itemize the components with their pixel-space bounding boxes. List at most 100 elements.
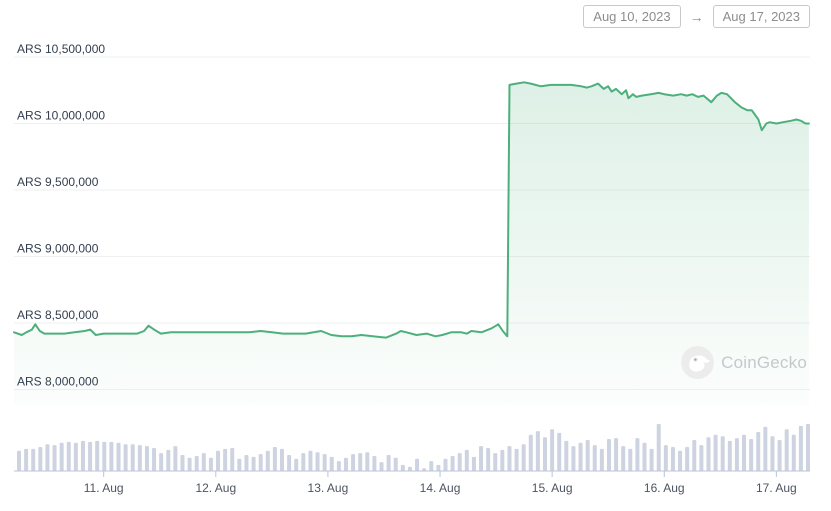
volume-bar <box>699 445 704 471</box>
volume-bar <box>407 466 412 471</box>
x-axis-label: 17. Aug <box>756 481 797 495</box>
x-axis-label: 12. Aug <box>195 481 236 495</box>
volume-bar <box>571 446 576 471</box>
watermark-label: CoinGecko <box>721 352 807 372</box>
volume-bar <box>17 450 21 471</box>
volume-bar <box>720 436 725 471</box>
volume-bar <box>422 468 427 471</box>
volume-bar <box>784 429 789 471</box>
volume-bar <box>38 447 43 471</box>
volume-bar <box>670 447 675 471</box>
volume-bar <box>621 446 626 471</box>
volume-bar <box>208 457 213 471</box>
volume-bar <box>692 440 697 471</box>
volume-bar <box>415 458 420 471</box>
volume-bar <box>66 441 71 471</box>
volume-bar <box>201 453 206 471</box>
volume-bar <box>109 441 114 471</box>
volume-bar <box>685 447 690 471</box>
x-axis-label: 11. Aug <box>84 481 124 495</box>
volume-bar <box>287 455 292 471</box>
volume-bar <box>507 446 512 471</box>
arrow-right-icon: → <box>689 8 704 25</box>
volume-bar <box>678 450 683 471</box>
volume-bar <box>656 424 661 471</box>
volume-bar <box>152 448 157 471</box>
volume-bar <box>194 456 199 471</box>
volume-bar <box>187 457 192 471</box>
volume-bar <box>95 440 100 471</box>
volume-bar <box>223 448 228 471</box>
volume-bar <box>365 452 370 471</box>
volume-bar <box>606 439 611 471</box>
y-axis-label: ARS 10,000,000 <box>17 109 105 123</box>
price-line <box>13 81 810 339</box>
volume-bar <box>336 461 341 471</box>
volume-bar <box>166 449 171 472</box>
y-axis-label: ARS 9,500,000 <box>17 175 99 189</box>
volume-bar <box>706 437 711 471</box>
volume-bar <box>727 440 732 471</box>
volume-bar <box>251 456 256 471</box>
volume-bar <box>343 457 348 471</box>
x-axis-label: 14. Aug <box>420 481 461 495</box>
y-axis-label: ARS 8,000,000 <box>17 375 99 389</box>
volume-bar <box>599 448 604 471</box>
volume-bar <box>756 432 761 471</box>
y-axis-label: ARS 8,500,000 <box>17 308 99 322</box>
volume-bar <box>116 442 121 471</box>
volume-bar <box>216 450 221 471</box>
volume-bar <box>564 440 569 471</box>
volume-bar <box>614 438 619 471</box>
y-axis-label: ARS 10,500,000 <box>17 42 105 56</box>
volume-bar <box>137 445 142 471</box>
volume-bar <box>464 449 469 472</box>
volume-bar <box>159 453 164 471</box>
volume-bar <box>308 450 313 471</box>
volume-bar <box>358 453 363 471</box>
volume-bar <box>73 442 78 471</box>
volume-bar <box>230 448 235 471</box>
coingecko-logo-icon <box>681 346 715 379</box>
volume-bar <box>770 436 775 471</box>
volume-bar <box>144 446 149 471</box>
volume-bar <box>102 441 107 471</box>
volume-bar <box>777 440 782 471</box>
volume-bar <box>88 441 93 471</box>
volume-bar <box>180 455 185 471</box>
end-date-input[interactable]: Aug 17, 2023 <box>712 5 810 28</box>
x-axis-label: 15. Aug <box>532 481 573 495</box>
start-date-input[interactable]: Aug 10, 2023 <box>583 5 681 28</box>
volume-bar <box>500 449 505 472</box>
volume-bar <box>315 452 320 471</box>
volume-bar <box>386 455 391 471</box>
volume-bar <box>713 434 718 471</box>
volume-bar <box>393 457 398 471</box>
volume-bar <box>528 434 533 471</box>
volume-bar <box>479 446 484 471</box>
x-axis-label: 13. Aug <box>308 481 349 495</box>
volume-bar <box>734 438 739 471</box>
volume-bar <box>130 444 135 471</box>
price-area <box>14 82 809 406</box>
volume-bar <box>301 453 306 471</box>
volume-bar <box>585 440 590 471</box>
volume-bar <box>763 426 768 471</box>
volume-bar <box>258 454 263 471</box>
volume-bar <box>59 442 64 471</box>
volume-bar <box>429 461 434 471</box>
volume-bar <box>806 424 810 471</box>
volume-bar <box>543 437 547 471</box>
volume-bar <box>592 445 597 471</box>
volume-bar <box>329 456 334 471</box>
volume-bar <box>351 454 356 471</box>
volume-bar <box>400 464 405 471</box>
volume-bar <box>535 431 540 471</box>
volume-bar <box>52 445 57 471</box>
volume-bar <box>31 448 36 471</box>
volume-bar <box>294 458 299 471</box>
volume-bar <box>265 450 270 471</box>
volume-bar <box>635 438 640 471</box>
volume-bar <box>514 448 519 471</box>
